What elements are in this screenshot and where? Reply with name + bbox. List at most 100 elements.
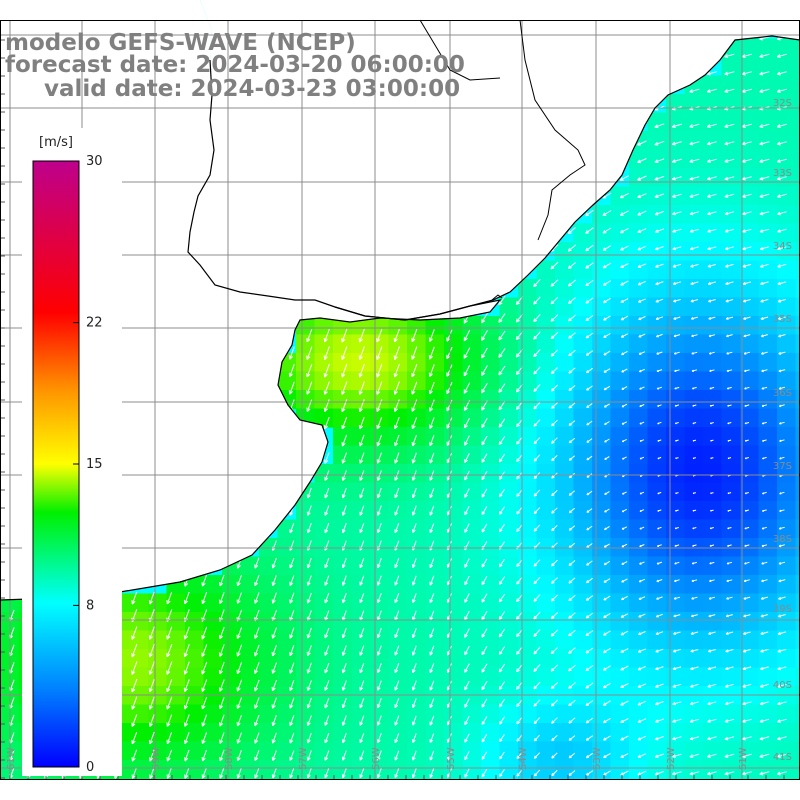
wind-arrow — [533, 401, 541, 410]
wind-arrow — [254, 750, 260, 762]
field-cell — [499, 334, 519, 354]
field-cell — [222, 760, 242, 780]
wind-arrow — [533, 436, 541, 445]
field-cell — [333, 667, 353, 687]
field-cell — [351, 390, 371, 410]
wind-arrow — [481, 698, 488, 708]
wind-arrow — [778, 351, 786, 355]
field-cell — [647, 427, 667, 447]
wind-arrow — [516, 734, 523, 742]
field-cell — [536, 482, 556, 502]
field-cell — [610, 519, 630, 539]
field-cell — [666, 445, 686, 465]
field-cell — [314, 556, 334, 576]
wind-arrow — [707, 666, 717, 671]
wind-arrow — [568, 314, 576, 322]
wind-arrow — [654, 753, 664, 758]
field-cell — [795, 427, 800, 447]
wind-arrow — [166, 714, 173, 727]
field-cell — [444, 723, 464, 743]
field-cell — [721, 556, 741, 576]
field-cell — [684, 94, 704, 114]
field-cell — [518, 501, 538, 521]
wind-arrow — [690, 666, 699, 671]
wind-arrow — [602, 647, 611, 654]
wind-arrow — [568, 297, 576, 304]
field-cell — [610, 704, 630, 724]
field-cell — [610, 464, 630, 484]
field-cell — [795, 686, 800, 706]
wind-arrow — [654, 158, 665, 163]
wind-arrow — [341, 750, 347, 761]
wind-arrow — [585, 315, 594, 321]
field-cell — [499, 667, 519, 687]
wind-arrow — [603, 612, 611, 619]
wind-arrow — [219, 749, 225, 762]
field-cell — [740, 501, 760, 521]
wind-arrow — [236, 574, 242, 587]
wind-arrow — [306, 680, 312, 691]
wind-arrow — [708, 351, 715, 355]
field-cell — [629, 612, 649, 632]
wind-arrow — [654, 246, 664, 251]
wind-arrow — [639, 491, 645, 495]
wind-arrow — [428, 329, 435, 342]
wind-arrow — [411, 645, 417, 656]
field-cell — [629, 464, 649, 484]
wind-arrow — [708, 299, 716, 303]
wind-arrow — [760, 596, 768, 600]
wind-arrow — [708, 614, 716, 618]
field-cell — [740, 408, 760, 428]
field-cell — [758, 316, 778, 336]
field-cell — [518, 334, 538, 354]
field-cell — [444, 501, 464, 521]
field-cell — [166, 741, 186, 761]
wind-arrow — [359, 680, 365, 691]
field-cell — [407, 649, 427, 669]
wind-arrow — [585, 752, 593, 759]
wind-arrow — [376, 399, 383, 413]
wind-arrow — [603, 735, 611, 741]
field-cell — [518, 667, 538, 687]
wind-arrow — [568, 699, 576, 707]
wind-arrow — [463, 364, 471, 377]
field-cell — [647, 112, 667, 132]
wind-arrow — [429, 733, 435, 743]
latitude-label: 38S — [773, 534, 792, 545]
wind-arrow — [586, 543, 593, 548]
field-cell — [647, 649, 667, 669]
wind-arrow — [498, 698, 506, 708]
field-cell — [499, 519, 519, 539]
wind-arrow — [691, 351, 698, 355]
field-cell — [740, 38, 760, 58]
field-cell — [388, 390, 408, 410]
field-cell — [629, 760, 649, 780]
field-cell — [740, 223, 760, 243]
wind-arrow — [725, 614, 733, 618]
field-cell — [407, 464, 427, 484]
field-cell — [666, 482, 686, 502]
wind-arrow — [639, 561, 645, 565]
wind-arrow — [675, 457, 679, 460]
wind-arrow — [219, 574, 225, 587]
wind-arrow — [637, 718, 647, 723]
field-cell — [351, 704, 371, 724]
field-cell — [647, 260, 667, 280]
field-cell — [758, 186, 778, 206]
field-cell — [444, 371, 464, 391]
wind-arrow — [498, 523, 506, 533]
field-cell — [684, 649, 704, 669]
wind-arrow — [673, 334, 681, 338]
wind-arrow — [148, 643, 155, 658]
wind-arrow — [619, 175, 630, 181]
wind-arrow — [498, 313, 506, 323]
wind-arrow — [777, 263, 787, 268]
field-cell — [444, 519, 464, 539]
field-cell — [462, 612, 482, 632]
wind-arrow — [620, 665, 629, 671]
wind-arrow — [359, 662, 365, 674]
field-cell — [333, 445, 353, 465]
wind-arrow — [394, 434, 400, 447]
wind-arrow — [586, 403, 593, 408]
